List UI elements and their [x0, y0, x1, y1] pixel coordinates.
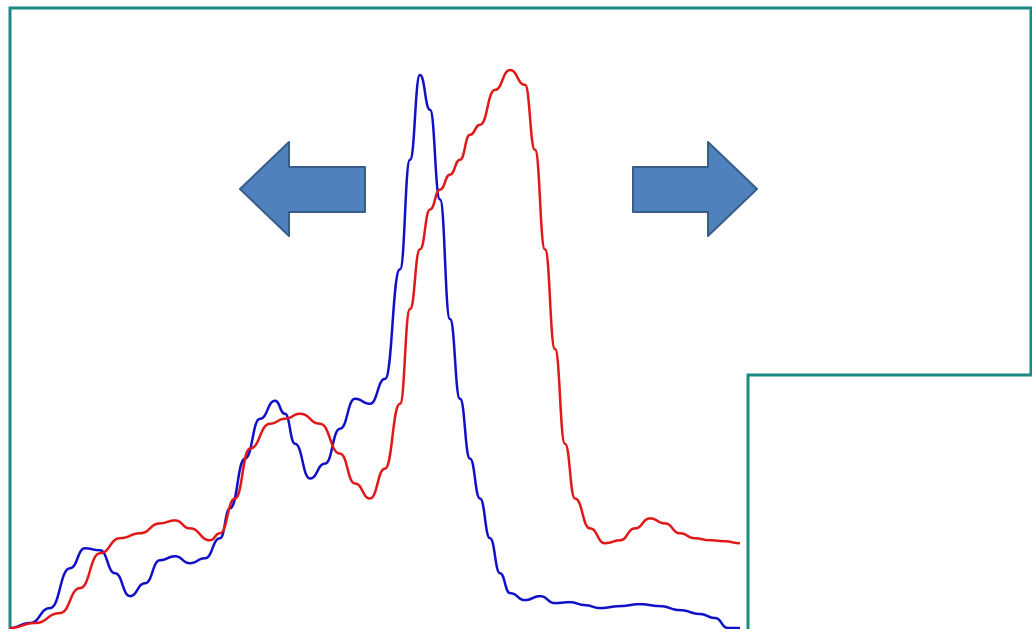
series-line-1: [9, 73, 740, 630]
inset-panel-frame: [746, 373, 1032, 629]
series-line-2: [9, 68, 741, 630]
arrow-right-icon: [632, 141, 758, 237]
chart-frame: [8, 6, 1032, 629]
arrow-left-icon: [239, 141, 366, 237]
series-layer: [9, 68, 741, 630]
